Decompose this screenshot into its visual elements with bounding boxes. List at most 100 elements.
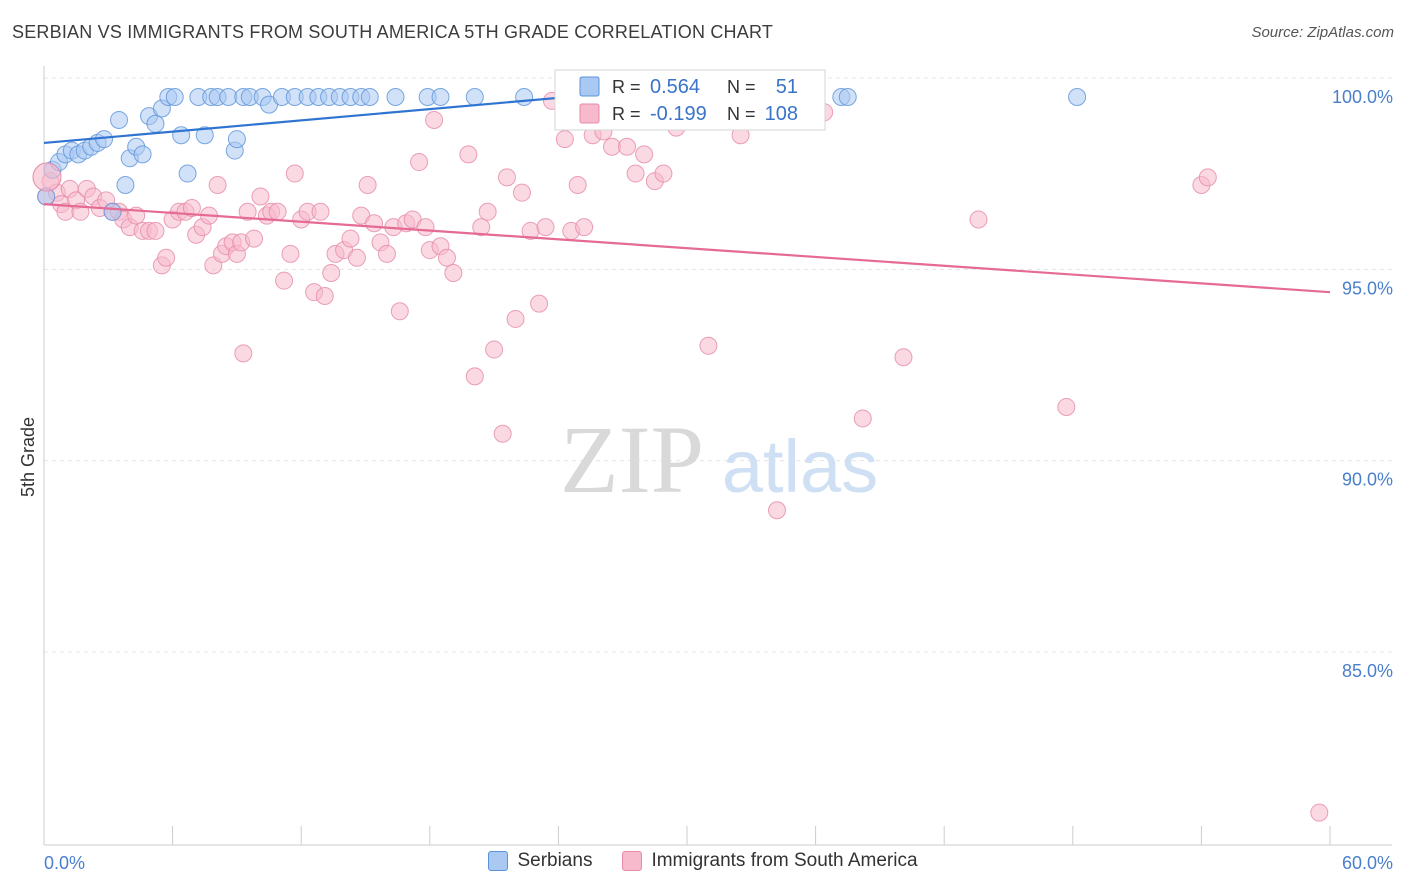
axes [43,66,1392,846]
immigrants-point [377,244,396,263]
serbians-point [165,88,184,106]
immigrants-point [465,367,484,386]
stats-swatch-serbians [579,76,600,97]
immigrants-point [478,202,497,221]
immigrants-point [390,302,409,321]
immigrants-point [285,164,304,183]
immigrants-point [969,210,988,229]
immigrants-point [617,137,636,156]
immigrants-point [1057,397,1076,416]
immigrants-point [536,218,555,237]
stats-n-value: 51 [776,76,798,98]
immigrants-point [245,229,264,248]
immigrants-point [493,424,512,443]
serbians-point [360,88,379,106]
watermark-zip: ZIP [560,406,704,513]
legend-swatch-serbians [488,851,509,871]
stats-n-value: 108 [765,103,798,125]
immigrants-point [1198,168,1217,187]
immigrants-point [182,198,201,217]
stats-legend-frame [554,69,826,131]
stats-legend: R = 0.564 N = 51 R = -0.199 N = 108 [554,69,826,131]
immigrants-point [485,340,504,359]
y-tick-labels: 100.0% 95.0% 90.0% 85.0% [1332,87,1393,681]
serbians-point [465,88,484,106]
immigrants-point [315,286,334,305]
y-tick-label: 90.0% [1342,470,1393,490]
immigrants-point [894,348,913,367]
serbians-point [515,88,534,106]
stats-r-label: R = [612,104,641,124]
immigrants-point [410,153,429,172]
stats-r-value: 0.564 [650,76,700,98]
immigrants-point [602,137,621,156]
immigrants-point [497,168,516,187]
serbians-point [1068,88,1087,106]
immigrants-point [208,176,227,195]
immigrants-point [1310,803,1329,822]
immigrants-point [654,164,673,183]
immigrants-point [238,202,257,221]
immigrants-point [512,183,531,202]
immigrants-point [853,409,872,428]
x-tick-labels: 0.0% 60.0% [44,853,1393,873]
immigrants-point [322,264,341,283]
serbians-point [195,126,214,145]
immigrants-point [699,336,718,355]
immigrants-point [768,501,787,520]
immigrants-point [358,176,377,195]
chart-source: Source: ZipAtlas.com [1251,24,1394,41]
immigrants-point [365,214,384,233]
legend-swatch-immigrants [622,851,643,871]
immigrants-point [472,218,491,237]
y-tick-label: 85.0% [1342,661,1393,681]
immigrants-point [635,145,654,164]
legend-label-immigrants: Immigrants from South America [651,850,918,871]
immigrants-point [555,130,574,149]
serbians-point [386,88,405,106]
serbians-point [110,110,129,129]
serbians-trend-line [43,92,613,145]
chart-title: SERBIAN VS IMMIGRANTS FROM SOUTH AMERICA… [12,22,774,42]
immigrants-point [626,164,645,183]
immigrants-point [341,229,360,248]
serbians-point [146,114,165,133]
watermark: ZIP atlas [560,406,878,513]
legend-label-serbians: Serbians [517,850,593,871]
y-tick-label: 95.0% [1342,278,1393,298]
series-legend: Serbians Immigrants from South America [0,850,1406,872]
legend-item-immigrants: Immigrants from South America [622,850,918,872]
immigrants-point [234,344,253,363]
immigrants-point [425,110,444,129]
serbians-point [219,88,238,106]
immigrants-point [275,271,294,290]
immigrants-point [146,221,165,240]
immigrants-point [506,309,525,328]
immigrants-point-large [32,162,62,192]
immigrants-point [268,202,287,221]
immigrants-point [459,145,478,164]
serbians-point [103,202,122,221]
immigrants-point [444,264,463,283]
immigrants-point [416,218,435,237]
serbians-point [178,164,197,183]
serbians-point [227,130,246,149]
stats-r-value: -0.199 [650,103,707,125]
immigrants-point [575,218,594,237]
stats-r-label: R = [612,77,641,97]
serbians-point [431,88,450,106]
y-axis-label: 5th Grade [18,417,38,497]
grid-lines [44,77,1392,653]
immigrants-point [251,187,270,206]
immigrants-trend-line [43,203,1331,294]
immigrants-point [568,176,587,195]
immigrants-point [530,294,549,313]
stats-n-label: N = [727,77,756,97]
immigrants-point [311,202,330,221]
immigrants-point [157,248,176,267]
immigrants-point [437,248,456,267]
immigrants-point [281,244,300,263]
serbians-point [116,176,135,195]
stats-n-label: N = [727,104,756,124]
